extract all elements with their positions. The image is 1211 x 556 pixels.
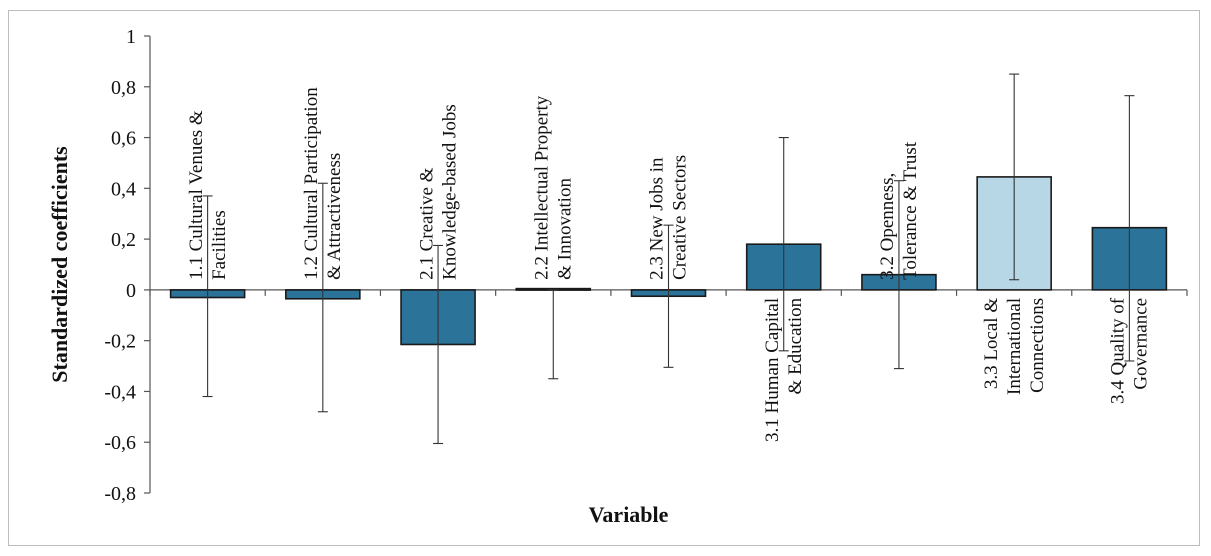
error-bars xyxy=(202,73,1135,445)
y-tick-label: 0,2 xyxy=(111,229,136,251)
category-label-line: Knowledge-based Jobs xyxy=(439,104,460,280)
y-tick-label: -0,8 xyxy=(104,483,136,505)
y-tick-label: 1 xyxy=(126,26,136,48)
y-tick-label: 0,8 xyxy=(111,77,136,99)
y-tick-label: -0,6 xyxy=(104,432,136,454)
y-tick-label: 0 xyxy=(126,280,136,302)
category-label: 3.3 Local & International Connections xyxy=(981,298,1048,395)
category-label-line: 2.2 Intellectual Property xyxy=(532,95,553,280)
y-tick-label: -0,2 xyxy=(104,331,136,353)
y-tick-label: 0,4 xyxy=(111,178,136,200)
category-label: 3.2 Openness, Tolerance & Trust xyxy=(877,141,921,280)
category-label-line: 3.2 Openness, xyxy=(877,173,898,280)
category-label-line: 2.1 Creative & xyxy=(416,167,437,280)
category-label: 3.4 Quality of Governance xyxy=(1108,297,1152,404)
category-label-line: 3.4 Quality of xyxy=(1108,297,1129,404)
category-label: 1.1 Cultural Venues & Facilities xyxy=(186,110,230,280)
category-label-line: Facilities xyxy=(209,210,230,280)
y-axis-title: Standardized coefficients xyxy=(47,146,72,383)
x-axis-title: Variable xyxy=(589,502,669,527)
category-label-line: & Innovation xyxy=(555,178,576,280)
category-label: 2.3 New Jobs in Creative Sectors xyxy=(647,155,691,280)
category-label-line: International xyxy=(1004,298,1025,395)
category-label-line: Tolerance & Trust xyxy=(900,141,921,280)
category-label-line: Creative Sectors xyxy=(670,155,691,280)
y-tick-labels: 1 0,8 0,6 0,4 0,2 0 -0,2 -0,4 -0,6 -0,8 xyxy=(104,26,136,505)
category-label: 2.1 Creative & Knowledge-based Jobs xyxy=(416,104,460,280)
y-tick-label: -0,4 xyxy=(104,381,136,403)
category-label-line: 2.3 New Jobs in xyxy=(647,157,668,280)
y-tick-label: 0,6 xyxy=(111,128,136,150)
category-label-line: 3.1 Human Capital xyxy=(762,298,783,442)
category-label-line: Connections xyxy=(1027,298,1048,393)
category-label-line: 3.3 Local & xyxy=(981,298,1002,390)
category-label-line: & Education xyxy=(785,297,806,394)
category-label: 2.2 Intellectual Property & Innovation xyxy=(532,95,576,280)
category-label-line: & Attractiveness xyxy=(324,153,345,280)
category-label: 1.2 Cultural Participation & Attractivene… xyxy=(301,87,345,280)
category-labels: 1.1 Cultural Venues & Facilities 1.2 Cultu… xyxy=(186,87,1152,442)
category-label-line: 1.2 Cultural Participation xyxy=(301,87,322,280)
category-label-line: 1.1 Cultural Venues & xyxy=(186,110,207,280)
category-label: 3.1 Human Capital & Education xyxy=(762,297,806,442)
category-label-line: Governance xyxy=(1131,298,1152,390)
